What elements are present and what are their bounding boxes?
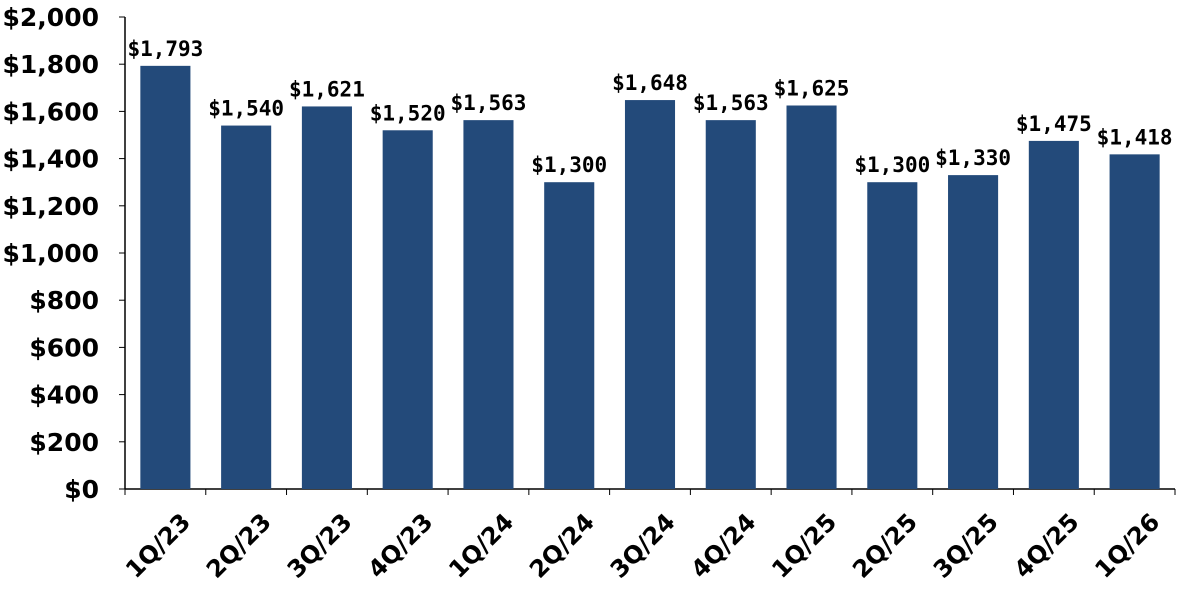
value-label: $1,648 bbox=[612, 71, 688, 95]
x-tick-label: 1Q/24 bbox=[443, 508, 519, 584]
x-tick-label: 1Q/25 bbox=[766, 508, 842, 584]
y-tick-label: $1,600 bbox=[3, 97, 99, 126]
value-label: $1,793 bbox=[127, 37, 203, 61]
bar-1q-26 bbox=[1109, 154, 1160, 490]
y-tick-label: $0 bbox=[64, 475, 99, 504]
bar-2q-25 bbox=[867, 182, 918, 489]
y-tick-label: $1,000 bbox=[3, 239, 99, 268]
x-tick-label: 4Q/24 bbox=[686, 508, 762, 584]
x-tick-label: 4Q/25 bbox=[1009, 508, 1085, 584]
y-tick-label: $600 bbox=[29, 333, 99, 362]
y-tick-label: $1,800 bbox=[3, 50, 99, 79]
value-label: $1,540 bbox=[208, 97, 284, 121]
value-label: $1,563 bbox=[693, 91, 769, 115]
x-tick-label: 3Q/25 bbox=[928, 508, 1004, 584]
value-label: $1,625 bbox=[774, 77, 850, 101]
data-labels: $1,793$1,540$1,621$1,520 $1,563$1,300$1,6… bbox=[127, 37, 1172, 177]
y-tick-label: $400 bbox=[29, 381, 99, 410]
value-label: $1,300 bbox=[531, 153, 607, 177]
x-axis: 1Q/23 2Q/23 3Q/23 4Q/23 1Q/24 2Q/24 3Q/24 4Q/24… bbox=[120, 488, 1176, 584]
x-tick-label: 1Q/23 bbox=[120, 508, 196, 584]
bar-4q-24 bbox=[705, 120, 756, 489]
value-label: $1,300 bbox=[854, 153, 930, 177]
bar-1q-25 bbox=[786, 105, 837, 489]
x-tick-label: 3Q/23 bbox=[282, 508, 358, 584]
x-tick-label: 1Q/26 bbox=[1089, 508, 1165, 584]
y-tick-label: $2,000 bbox=[3, 3, 99, 32]
value-label: $1,418 bbox=[1097, 125, 1173, 149]
bar-1q-24 bbox=[463, 120, 514, 489]
x-tick-label: 4Q/23 bbox=[363, 508, 439, 584]
y-tick-label: $1,200 bbox=[3, 192, 99, 221]
bar-4q-23 bbox=[382, 130, 433, 489]
bar-3q-25 bbox=[948, 175, 999, 489]
bar-2q-23 bbox=[221, 125, 272, 489]
bar-1q-23 bbox=[140, 65, 191, 490]
y-tick-label: $1,400 bbox=[3, 145, 99, 174]
value-label: $1,563 bbox=[451, 91, 527, 115]
value-label: $1,330 bbox=[935, 146, 1011, 170]
value-label: $1,621 bbox=[289, 77, 365, 101]
value-label: $1,475 bbox=[1016, 112, 1092, 136]
bar-3q-23 bbox=[301, 106, 352, 489]
bar-3q-24 bbox=[624, 100, 676, 490]
value-label: $1,520 bbox=[370, 101, 446, 125]
bar-4q-25 bbox=[1028, 140, 1079, 489]
x-tick-label: 2Q/24 bbox=[524, 508, 600, 584]
y-tick-label: $800 bbox=[29, 286, 99, 315]
x-tick-label: 2Q/25 bbox=[847, 508, 923, 584]
bars bbox=[140, 65, 1160, 490]
x-tick-label: 3Q/24 bbox=[605, 508, 681, 584]
bar-2q-24 bbox=[544, 182, 595, 489]
x-tick-label: 2Q/23 bbox=[201, 508, 277, 584]
y-axis: $0 $200 $400 $600 $800 $1,000 $1,200 $1,400 $1,6… bbox=[3, 3, 126, 504]
y-tick-label: $200 bbox=[29, 428, 99, 457]
